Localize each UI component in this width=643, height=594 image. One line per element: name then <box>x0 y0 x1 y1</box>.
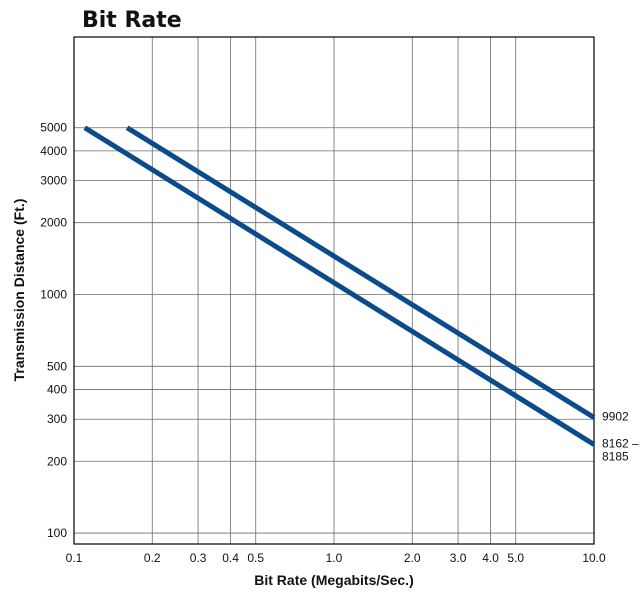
series-label: 9902 <box>602 410 629 424</box>
y-tick-label: 1000 <box>40 287 67 301</box>
series-line <box>125 125 596 420</box>
x-tick-label: 0.4 <box>222 551 239 565</box>
x-tick-label: 0.1 <box>66 551 83 565</box>
x-tick-label: 2.0 <box>404 551 421 565</box>
plot-frame <box>73 36 595 545</box>
series-label: 8162 –8185 <box>602 437 639 464</box>
x-tick-label: 4.0 <box>482 551 499 565</box>
chart-title: Bit Rate <box>82 8 182 33</box>
x-tick-label: 1.0 <box>326 551 343 565</box>
x-axis-title: Bit Rate (Megabits/Sec.) <box>254 572 413 588</box>
x-tick-label: 0.2 <box>144 551 161 565</box>
x-tick-label: 0.3 <box>190 551 207 565</box>
x-tick-label: 10.0 <box>582 551 606 565</box>
x-tick-label: 0.5 <box>247 551 264 565</box>
y-tick-label: 2000 <box>40 216 67 230</box>
x-tick-label: 3.0 <box>450 551 467 565</box>
series-labels: 9902 8162 –8185 <box>602 410 639 464</box>
x-tick-label: 5.0 <box>507 551 524 565</box>
y-tick-label: 3000 <box>40 174 67 188</box>
series-line <box>83 125 596 447</box>
series-label-line: 8185 <box>602 450 629 464</box>
y-tick-label: 300 <box>47 412 67 426</box>
y-tick-label: 100 <box>47 526 67 540</box>
y-tick-label: 4000 <box>40 144 67 158</box>
y-tick-label: 200 <box>47 454 67 468</box>
x-tick-labels: 0.1 0.2 0.3 0.4 0.5 1.0 2.0 3.0 4.0 5.0 10.0 <box>66 551 606 565</box>
y-tick-label: 5000 <box>40 121 67 135</box>
y-tick-label: 500 <box>47 359 67 373</box>
grid <box>73 37 595 544</box>
series-label-line: 9902 <box>602 410 629 424</box>
series-label-line: 8162 – <box>602 437 639 451</box>
y-tick-label: 400 <box>47 382 67 396</box>
y-axis-title: Transmission Distance (Ft.) <box>11 199 27 382</box>
series-lines <box>83 125 596 447</box>
y-tick-labels: 100 200 300 400 500 1000 2000 3000 4000 5000 <box>40 121 67 540</box>
